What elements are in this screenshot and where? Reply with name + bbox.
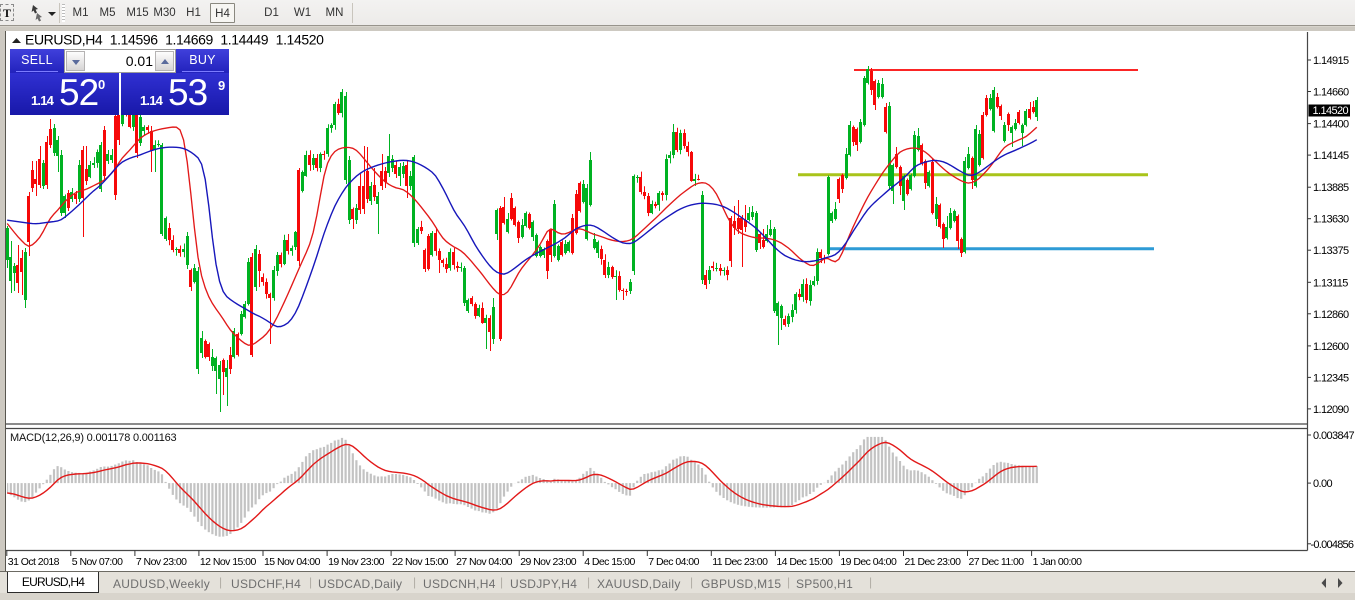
svg-text:19 Dec 04:00: 19 Dec 04:00: [840, 556, 897, 568]
svg-text:7 Dec 04:00: 7 Dec 04:00: [648, 556, 699, 568]
svg-text:1.12345: 1.12345: [1313, 372, 1349, 384]
svg-text:-0.004856: -0.004856: [1311, 539, 1354, 551]
svg-text:1.14145: 1.14145: [1313, 150, 1349, 162]
svg-text:1.13115: 1.13115: [1313, 277, 1348, 289]
svg-text:21 Dec 23:00: 21 Dec 23:00: [905, 556, 962, 568]
svg-text:EURUSD,H4 1.14596 1.14669 1.14: EURUSD,H4 1.14596 1.14669 1.14449 1.1452…: [25, 32, 324, 48]
svg-text:0.003847: 0.003847: [1313, 430, 1355, 442]
svg-text:4 Dec 15:00: 4 Dec 15:00: [584, 556, 635, 568]
svg-text:5 Nov 07:00: 5 Nov 07:00: [72, 556, 123, 568]
svg-text:1.13630: 1.13630: [1313, 214, 1349, 226]
svg-text:0.00: 0.00: [1313, 478, 1332, 490]
svg-text:1.13375: 1.13375: [1313, 245, 1349, 257]
svg-text:27 Nov 04:00: 27 Nov 04:00: [456, 556, 513, 568]
svg-text:1.14520: 1.14520: [1313, 105, 1349, 117]
svg-text:27 Dec 11:00: 27 Dec 11:00: [969, 556, 1025, 568]
svg-text:14 Dec 15:00: 14 Dec 15:00: [776, 556, 833, 568]
svg-text:12 Nov 15:00: 12 Nov 15:00: [200, 556, 257, 568]
svg-text:7 Nov 23:00: 7 Nov 23:00: [136, 556, 187, 568]
svg-text:1.14660: 1.14660: [1313, 86, 1349, 98]
svg-text:1.12600: 1.12600: [1313, 341, 1349, 353]
svg-text:1.12860: 1.12860: [1313, 309, 1349, 321]
svg-text:1.13885: 1.13885: [1313, 182, 1349, 194]
svg-text:1 Jan 00:00: 1 Jan 00:00: [1033, 556, 1083, 568]
svg-text:MACD(12,26,9) 0.001178 0.00116: MACD(12,26,9) 0.001178 0.001163: [10, 432, 177, 444]
svg-text:15 Nov 04:00: 15 Nov 04:00: [264, 556, 321, 568]
svg-text:1.12090: 1.12090: [1313, 404, 1349, 416]
svg-text:1.14400: 1.14400: [1313, 119, 1349, 131]
svg-text:22 Nov 15:00: 22 Nov 15:00: [392, 556, 449, 568]
svg-text:19 Nov 23:00: 19 Nov 23:00: [328, 556, 385, 568]
svg-text:11 Dec 23:00: 11 Dec 23:00: [712, 556, 768, 568]
svg-text:1.14915: 1.14915: [1313, 55, 1349, 67]
svg-text:29 Nov 23:00: 29 Nov 23:00: [520, 556, 577, 568]
svg-text:31 Oct 2018: 31 Oct 2018: [8, 556, 60, 568]
